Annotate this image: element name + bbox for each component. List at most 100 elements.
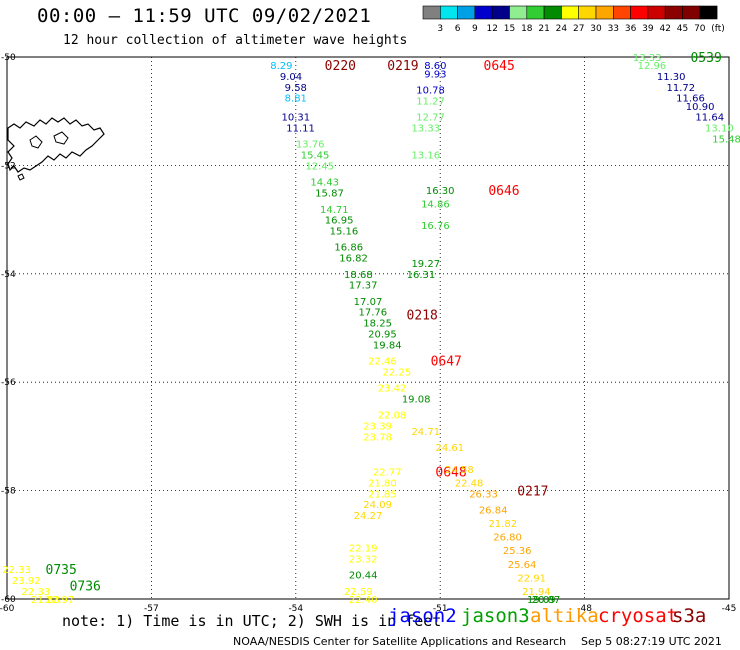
footer-credit: NOAA/NESDIS Center for Satellite Applica… xyxy=(233,635,567,648)
scale-tick-label: 6 xyxy=(455,24,461,34)
wave-height-label: 23.39 xyxy=(363,422,392,433)
scale-tick-label: 3 xyxy=(437,24,443,34)
map-subtitle: 12 hour collection of altimeter wave hei… xyxy=(63,33,408,48)
lat-tick-label: -56 xyxy=(1,378,16,388)
lat-tick-label: -60 xyxy=(1,595,16,605)
lon-tick-label: -48 xyxy=(577,604,592,614)
scale-swatch xyxy=(664,5,683,20)
wave-height-label: 11.30 xyxy=(657,72,686,83)
lon-tick-label: -54 xyxy=(288,604,303,614)
satellite-legend-altika: altika xyxy=(530,605,599,627)
pass-time-label: 0736 xyxy=(70,579,101,594)
scale-swatch xyxy=(578,5,597,20)
map-title: 00:00 – 11:59 UTC 09/02/2021 xyxy=(37,5,372,27)
wave-height-label: 22.59 xyxy=(344,587,373,598)
pass-time-label: 0219 xyxy=(387,59,418,74)
scale-tick-label: 9 xyxy=(472,24,478,34)
scale-tick-label: 42 xyxy=(659,24,670,34)
wave-height-label: 17.07 xyxy=(354,297,383,308)
scale-swatch xyxy=(439,5,458,20)
scale-tick-label: 45 xyxy=(677,24,688,34)
lat-tick-label: -58 xyxy=(1,487,16,497)
wave-height-label: 16.82 xyxy=(339,254,368,265)
lat-lon-grid xyxy=(6,56,730,600)
wave-height-label: 16.30 xyxy=(426,186,455,197)
wave-height-label: 22.40 xyxy=(349,595,378,606)
wave-height-label: 14.71 xyxy=(320,205,349,216)
lat-tick-label: -50 xyxy=(1,53,16,63)
scale-swatch xyxy=(647,5,666,20)
wave-height-label: 19.84 xyxy=(373,340,402,351)
wave-height-label: 24.61 xyxy=(436,443,465,454)
wave-height-label: 11.72 xyxy=(667,83,696,94)
wave-height-label: 25.36 xyxy=(503,546,532,557)
pass-time-label: 0217 xyxy=(517,485,548,500)
lon-tick-label: -51 xyxy=(433,604,448,614)
satellite-legend-s3a: s3a xyxy=(672,605,707,627)
wave-height-label: 9.58 xyxy=(285,83,307,94)
pass-time-label: 0647 xyxy=(431,355,462,370)
wave-height-label: 16.86 xyxy=(334,243,363,254)
wave-height-label: 22.46 xyxy=(368,357,397,368)
scale-tick-label: 15 xyxy=(504,24,515,34)
wave-height-label: 21.83 xyxy=(31,595,60,606)
wave-height-label: 22.19 xyxy=(349,544,378,555)
wave-height-label: 22.91 xyxy=(517,573,546,584)
scale-swatch xyxy=(699,5,718,20)
wave-height-label: 20.95 xyxy=(368,329,397,340)
wave-height-label: 26.84 xyxy=(479,506,508,517)
wave-height-label: 22.25 xyxy=(383,367,412,378)
wave-height-label: 18.25 xyxy=(363,319,392,330)
wave-height-label: 13.10 xyxy=(705,123,734,134)
wave-height-label: 11.64 xyxy=(695,113,724,124)
wave-height-label: 14.43 xyxy=(310,178,339,189)
wave-height-label: 21.85 xyxy=(368,489,397,500)
wave-height-label: 10.90 xyxy=(686,102,715,113)
longitude-axis-labels: -60 -57 -54 -51 -48 -45 xyxy=(0,604,736,614)
wave-height-label: 25.64 xyxy=(508,560,537,571)
wave-height-label: 13.33 xyxy=(633,53,662,64)
footer-note: note: 1) Time is in UTC; 2) SWH is in fe… xyxy=(62,612,442,630)
scale-swatch xyxy=(543,5,562,20)
wave-height-label: 15.48 xyxy=(712,134,740,145)
wave-height-label: 12.96 xyxy=(638,61,667,72)
scale-swatch xyxy=(526,5,545,20)
falkland-islands-coastline xyxy=(7,117,105,181)
wave-height-label: 24.58 xyxy=(445,465,474,476)
wave-height-label: 24.71 xyxy=(411,427,440,438)
wave-height-label: 20.87 xyxy=(532,595,561,606)
wave-height-label: 8.29 xyxy=(270,61,292,72)
satellite-legend-cryosat: cryosat xyxy=(598,605,679,627)
wave-height-label: 15.45 xyxy=(301,151,330,162)
wave-height-label: 15.16 xyxy=(330,226,359,237)
wave-height-label: 20.44 xyxy=(349,571,378,582)
pass-time-label: 0735 xyxy=(46,563,77,578)
lon-tick-label: -60 xyxy=(0,604,15,614)
scale-swatch xyxy=(595,5,614,20)
scale-tick-label: 24 xyxy=(556,24,568,34)
scale-swatch xyxy=(612,5,631,20)
wave-height-label: 23.32 xyxy=(349,554,378,565)
scale-swatch xyxy=(474,5,493,20)
scale-swatch xyxy=(630,5,649,20)
scale-tick-label: 70 xyxy=(694,24,706,34)
wave-height-label: 11.11 xyxy=(286,123,315,134)
pass-time-label: 0646 xyxy=(488,184,519,199)
wave-height-label: 14.86 xyxy=(421,199,450,210)
wave-height-label: 22.97 xyxy=(46,595,75,606)
wave-height-label: 10.78 xyxy=(416,86,445,97)
scale-tick-label: 39 xyxy=(642,24,654,34)
wave-height-label: 12.77 xyxy=(416,113,445,124)
lat-tick-label: -52 xyxy=(1,161,16,171)
wave-height-label: 24.09 xyxy=(363,500,392,511)
wave-height-label: 9.93 xyxy=(424,69,446,80)
wave-height-label: 16.31 xyxy=(407,270,436,281)
lon-tick-label: -45 xyxy=(722,604,737,614)
wave-height-label: 10.31 xyxy=(281,113,310,124)
wave-height-label: 22.33 xyxy=(22,587,51,598)
satellite-legend-jason3: jason3 xyxy=(461,605,530,627)
wave-height-label: 15.87 xyxy=(315,189,344,200)
lon-tick-label: -57 xyxy=(144,604,159,614)
scale-swatch xyxy=(491,5,510,20)
wave-height-label: 13.16 xyxy=(411,151,440,162)
